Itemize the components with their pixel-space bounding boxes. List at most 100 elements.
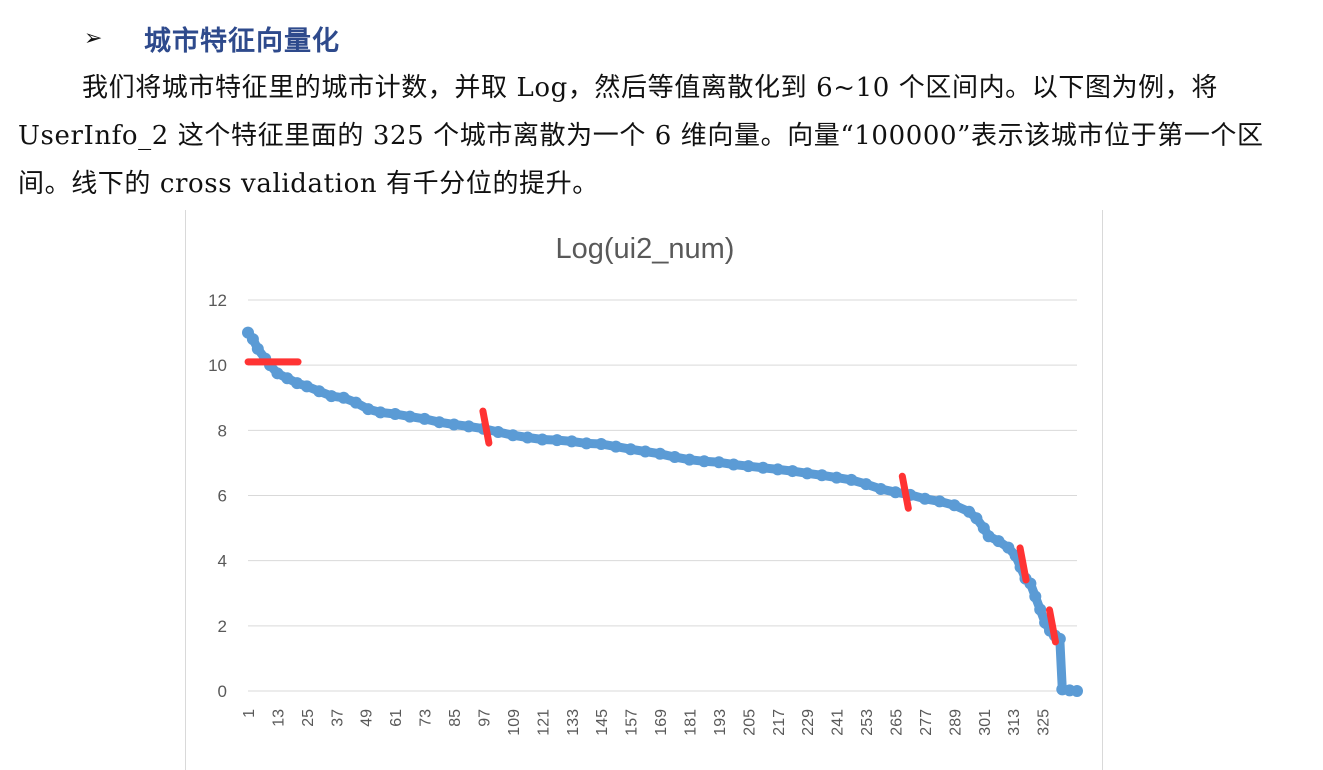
data-point [874,482,887,495]
x-tick-label: 169 [653,709,670,736]
x-tick-label: 253 [859,709,876,736]
data-point [970,512,983,525]
data-point [786,465,799,478]
data-point [801,467,814,480]
section-heading: ➢ 城市特征向量化 [84,18,340,58]
series-line [242,326,1083,697]
data-point [337,391,350,404]
x-tick-label: 241 [830,709,847,736]
data-point [845,473,858,486]
data-point [860,478,873,491]
chart-container: Log(ui2_num) 0 2 4 6 8 10 12 1 13 25 37 49 61 73 85 97… [185,210,1103,770]
data-point [1029,590,1042,603]
data-point [506,429,519,442]
data-point [698,455,711,468]
data-point [889,486,902,499]
data-point [448,418,461,431]
data-point [683,453,696,466]
x-tick-label: 49 [359,709,376,727]
x-tick-label: 193 [712,709,729,736]
x-tick-label: 157 [624,709,641,736]
data-point [742,460,755,473]
data-point [948,499,961,512]
chart-gridlines [248,299,1077,692]
data-point [624,443,637,456]
data-point [1034,603,1047,616]
data-point [418,412,431,425]
cut-marker [479,407,493,447]
data-point [982,530,995,543]
x-tick-label: 229 [800,709,817,736]
data-point [815,469,828,482]
data-point [313,385,326,398]
data-point [462,420,475,433]
log-ui2-num-chart: Log(ui2_num) 0 2 4 6 8 10 12 1 13 25 37 49 61 73 85 97… [208,233,1083,736]
x-tick-label: 13 [270,709,287,727]
x-tick-label: 25 [300,709,317,727]
data-point [771,463,784,476]
data-point [300,380,313,393]
data-point [251,342,264,355]
data-point [291,377,304,390]
y-tick-label: 12 [208,291,227,310]
data-point [521,431,534,444]
data-point [433,416,446,429]
x-tick-label: 181 [682,709,699,736]
x-tick-label: 1 [241,709,258,718]
data-point [918,492,931,505]
x-tick-label: 133 [565,709,582,736]
data-point [654,447,667,460]
data-point [536,433,549,446]
y-tick-label: 2 [218,617,227,636]
x-tick-label: 37 [329,709,346,727]
x-tick-label: 265 [889,709,906,736]
data-point [492,425,505,438]
x-tick-label: 145 [594,709,611,736]
section-title: 城市特征向量化 [144,25,340,57]
x-tick-label: 205 [741,709,758,736]
x-tick-label: 61 [388,709,405,727]
arrow-bullet-icon: ➢ [84,25,103,51]
x-tick-label: 301 [977,709,994,736]
cut-marker [1045,606,1059,646]
x-tick-label: 217 [771,709,788,736]
x-tick-label: 121 [535,709,552,736]
x-tick-label: 73 [418,709,435,727]
data-point [349,396,362,409]
data-point [668,451,681,464]
y-tick-label: 10 [208,356,227,375]
data-point [389,408,402,421]
data-point [609,440,622,453]
y-tick-label: 0 [218,682,227,701]
cut-marker [1016,544,1030,584]
y-tick-label: 4 [218,552,227,571]
y-tick-label: 6 [218,487,227,506]
x-tick-label: 277 [918,709,935,736]
data-point [1071,685,1083,697]
data-point [933,495,946,508]
data-point [403,410,416,423]
x-axis-ticks: 1 13 25 37 49 61 73 85 97 109 121 133 145 157 169 181 19… [241,709,1053,736]
data-point [246,333,259,346]
data-point [580,437,593,450]
x-tick-label: 97 [476,709,493,727]
data-point [362,403,375,416]
x-tick-label: 85 [447,709,464,727]
data-point [992,535,1005,548]
data-point [271,367,284,380]
data-point [1002,541,1015,554]
data-point [374,406,387,419]
x-tick-label: 289 [947,709,964,736]
y-axis-ticks: 0 2 4 6 8 10 12 [208,291,227,701]
y-tick-label: 8 [218,421,227,440]
x-tick-label: 109 [506,709,523,736]
data-point [757,461,770,474]
interval-cut-markers [244,358,1059,646]
x-tick-label: 313 [1006,709,1023,736]
data-point [639,445,652,458]
data-point [712,456,725,469]
data-point [830,471,843,484]
data-point [281,372,294,385]
data-point [727,458,740,471]
series-path [243,328,1082,696]
